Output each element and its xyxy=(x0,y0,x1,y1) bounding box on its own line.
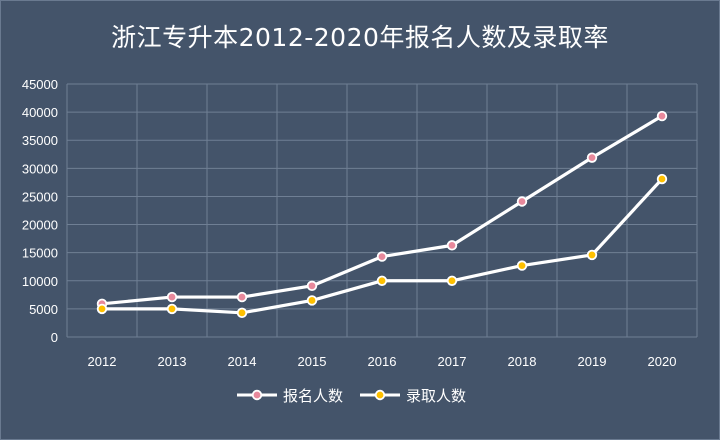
x-tick-label: 2018 xyxy=(508,354,537,369)
y-tick-label: 25000 xyxy=(22,189,58,204)
data-point xyxy=(166,303,178,315)
chart-title: 浙江专升本2012-2020年报名人数及录取率 xyxy=(111,23,609,52)
data-point xyxy=(96,303,108,315)
data-point xyxy=(446,275,458,286)
y-tick-label: 0 xyxy=(51,330,58,345)
y-tick-label: 20000 xyxy=(22,218,58,233)
data-point xyxy=(516,196,528,207)
x-tick-label: 2019 xyxy=(578,354,607,369)
data-point xyxy=(586,152,598,163)
legend-marker xyxy=(374,389,386,401)
x-tick-label: 2020 xyxy=(648,354,677,369)
y-tick-label: 35000 xyxy=(22,133,58,148)
legend-label: 报名人数 xyxy=(283,387,343,405)
data-point xyxy=(166,291,178,303)
x-axis-ticks: 2012 2013 2014 2015 2016 2017 2018 2019 2020 xyxy=(88,354,677,369)
data-point xyxy=(656,173,668,185)
legend-marker xyxy=(251,389,263,401)
series-lines xyxy=(96,110,668,319)
x-tick-label: 2014 xyxy=(228,354,257,369)
series-line-2 xyxy=(102,177,664,315)
x-tick-label: 2015 xyxy=(298,354,327,369)
data-point xyxy=(376,275,388,286)
data-point xyxy=(586,249,598,261)
data-point xyxy=(306,295,318,306)
legend: 报名人数 录取人数 xyxy=(237,387,466,405)
data-point xyxy=(516,260,528,271)
y-tick-label: 45000 xyxy=(22,77,58,92)
x-tick-label: 2013 xyxy=(158,354,187,369)
y-tick-label: 5000 xyxy=(29,302,58,317)
data-point xyxy=(236,291,248,303)
data-point xyxy=(306,280,318,292)
gridlines xyxy=(66,83,698,338)
data-point xyxy=(236,307,248,319)
y-axis-ticks: 0 5000 10000 15000 20000 25000 30000 35000 40000… xyxy=(22,77,58,345)
y-tick-label: 10000 xyxy=(22,274,58,289)
data-point xyxy=(446,240,458,251)
data-point xyxy=(656,110,668,122)
x-tick-label: 2012 xyxy=(88,354,117,369)
data-point xyxy=(376,251,388,262)
legend-label: 录取人数 xyxy=(406,387,466,405)
y-tick-label: 40000 xyxy=(22,105,58,120)
x-tick-label: 2016 xyxy=(368,354,397,369)
y-tick-label: 15000 xyxy=(22,246,58,261)
y-tick-label: 30000 xyxy=(22,161,58,176)
x-tick-label: 2017 xyxy=(438,354,467,369)
